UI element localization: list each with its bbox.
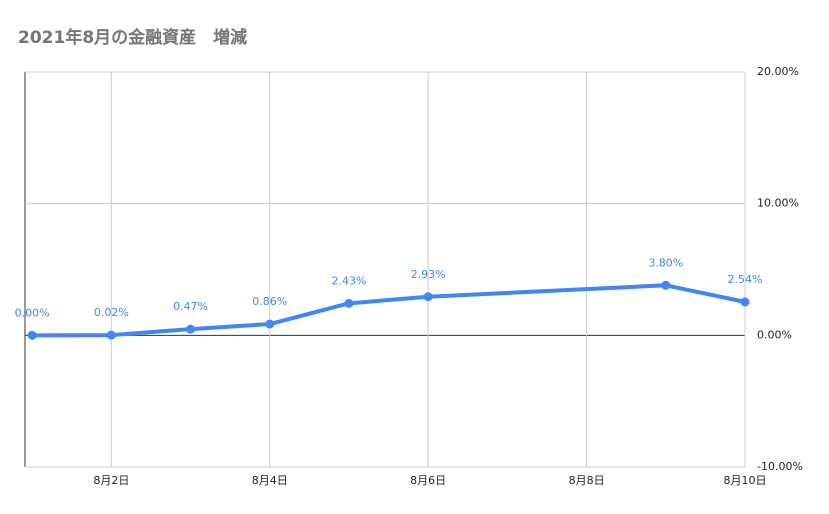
x-tick-label: 8月10日 — [724, 474, 767, 487]
y-tick-label: -10.00% — [757, 460, 803, 473]
y-tick-label: 20.00% — [757, 65, 799, 78]
data-label: 2.54% — [728, 273, 763, 286]
x-tick-label: 8月4日 — [252, 474, 288, 487]
point — [265, 319, 275, 329]
point — [344, 298, 354, 308]
point — [423, 292, 433, 302]
line — [32, 283, 746, 338]
y-tick-label: 0.00% — [757, 328, 792, 341]
x-tick-label: 8月6日 — [410, 474, 446, 487]
data-label: 0.47% — [173, 300, 208, 313]
point — [740, 297, 750, 307]
data-label: 2.43% — [331, 274, 366, 287]
chart-title: 2021年8月の金融資産 増減 — [18, 27, 247, 48]
point — [186, 324, 196, 334]
x-tick-label: 8月2日 — [93, 474, 129, 487]
point — [106, 330, 116, 340]
data-label: 0.02% — [94, 306, 129, 319]
data-label: 0.86% — [252, 295, 287, 308]
point — [661, 280, 671, 290]
x-tick-label: 8月8日 — [569, 474, 605, 487]
data-label: 2.93% — [411, 268, 446, 281]
data-label: 3.80% — [648, 256, 683, 269]
data-label: 0.00% — [15, 306, 50, 319]
point — [27, 330, 37, 340]
y-tick-label: 10.00% — [757, 197, 799, 210]
